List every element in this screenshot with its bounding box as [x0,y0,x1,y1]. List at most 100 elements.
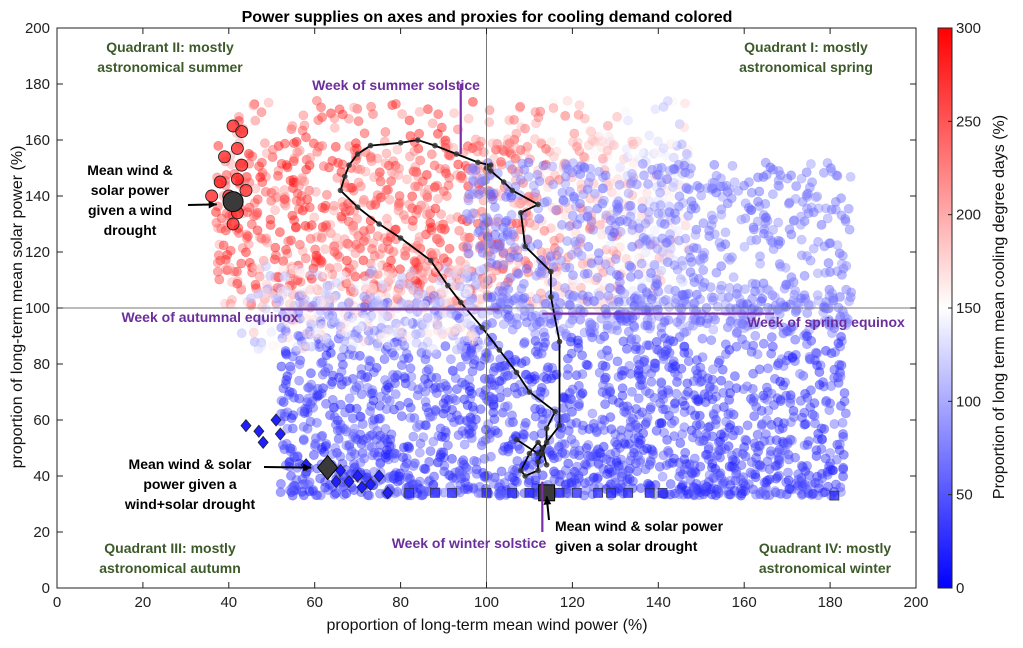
scatter-point [802,203,812,214]
scatter-point [461,312,472,323]
scatter-point [602,145,613,156]
scatter-point [411,167,422,177]
scatter-point [809,411,820,421]
scatter-point [257,170,268,180]
scatter-point [457,377,467,388]
scatter-point [254,264,265,275]
scatter-point [242,207,253,218]
scatter-point [827,465,838,476]
scatter-point [343,238,353,249]
scatter-point [287,121,298,131]
scatter-point [311,232,322,243]
scatter-point [681,299,691,310]
scatter-point [353,116,364,127]
annotation-solar-drought: Mean wind & solar power given a solar dro… [555,518,724,554]
scatter-point [457,173,468,183]
scatter-point [587,408,598,419]
wind-drought-point [205,189,219,203]
scatter-point [347,373,358,384]
scatter-point [688,432,698,443]
scatter-point [515,198,526,209]
scatter-point [383,266,394,277]
scatter-point [574,100,585,110]
scatter-point [453,159,464,170]
scatter-point [817,473,828,484]
scatter-point [649,259,660,270]
weekly-mean-point [543,439,550,446]
scatter-point [435,237,445,248]
scatter-point [442,384,453,395]
scatter-point [408,431,419,442]
colorbar-tick-label: 100 [956,393,981,410]
scatter-point [735,474,746,485]
scatter-point [359,236,369,246]
scatter-point [536,270,546,281]
scatter-point [399,373,410,384]
scatter-point [267,144,278,155]
scatter-point [487,318,497,328]
scatter-point [329,205,339,216]
scatter-point [569,310,580,321]
scatter-point [629,253,640,264]
scatter-point [462,216,472,227]
scatter-point [332,249,343,260]
scatter-point [672,317,683,328]
scatter-point [562,370,573,380]
scatter-point [688,489,699,500]
scatter-point [317,202,328,213]
scatter-point [475,264,486,275]
solar-drought-point [430,487,440,498]
scatter-point [529,371,540,382]
scatter-point [620,106,631,117]
scatter-point [487,393,498,403]
scatter-point [308,263,319,274]
scatter-point [804,470,814,481]
scatter-point [429,471,439,482]
weekly-mean-point [376,221,382,227]
scatter-point [392,340,403,351]
scatter-point [830,196,841,207]
scatter-point [331,232,342,243]
scatter-point [759,228,769,239]
scatter-point [256,107,267,118]
scatter-point [490,425,500,436]
scatter-point [640,240,651,251]
scatter-point [305,368,316,379]
scatter-point [414,155,425,166]
scatter-point [438,219,448,230]
scatter-point [394,191,405,201]
scatter-point [612,112,622,122]
scatter-point [406,381,417,391]
scatter-point [263,97,274,108]
scatter-point [785,393,796,404]
scatter-point [754,186,765,197]
scatter-point [658,404,668,415]
scatter-point [824,405,835,416]
scatter-point [803,300,814,311]
scatter-point [340,275,351,286]
scatter-point [560,197,571,208]
wind-drought-point [226,217,240,231]
scatter-point [232,278,243,289]
scatter-point [307,268,318,279]
scatter-point [637,158,648,169]
scatter-point [456,457,467,468]
scatter-point [514,444,525,455]
scatter-point [411,208,422,219]
scatter-point [721,180,732,191]
scatter-point [441,168,452,179]
scatter-point [455,173,466,184]
scatter-point [587,332,597,343]
scatter-point [323,363,334,374]
scatter-point [478,220,489,231]
scatter-point [222,249,233,260]
scatter-point [518,178,528,188]
scatter-point [619,296,630,307]
scatter-point [649,148,659,159]
scatter-point [299,202,310,213]
weekly-mean-point [543,425,550,432]
scatter-point [586,216,597,227]
scatter-point [643,179,653,189]
scatter-point [407,221,418,232]
scatter-point [515,101,526,112]
